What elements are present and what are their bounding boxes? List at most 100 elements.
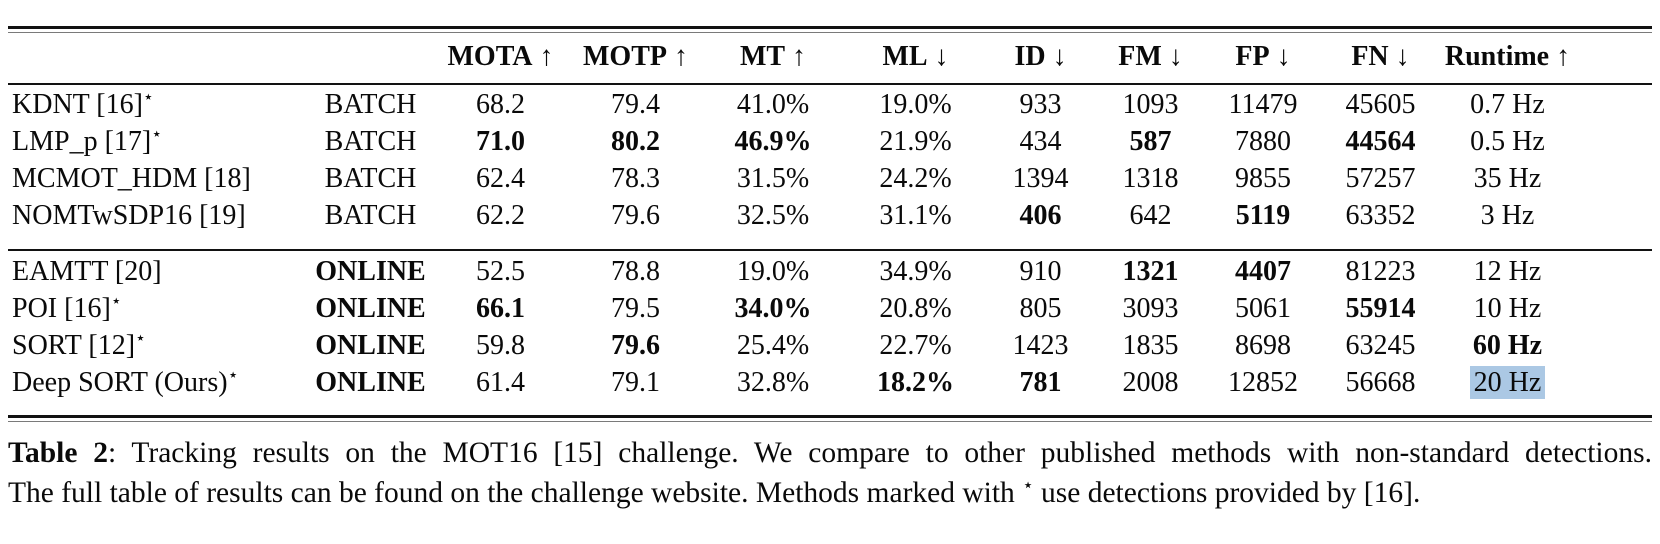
cell-fn: 81223 (1318, 250, 1443, 291)
selection-highlight: 20 Hz (1469, 366, 1546, 399)
arrow-down-icon: ↓ (927, 41, 949, 72)
cell-value: 3093 (1122, 293, 1179, 324)
cell-value: 79.6 (611, 200, 660, 231)
cell-value: 12852 (1228, 367, 1298, 398)
col-header-empty (8, 33, 308, 85)
cell-fp: 8698 (1208, 328, 1318, 365)
top-rule-thin (8, 31, 1652, 33)
cell-motp: 79.1 (568, 365, 703, 416)
cell-mt: 32.5% (703, 198, 843, 251)
cell-value: 1318 (1122, 163, 1179, 194)
cell-value: 44564 (1345, 126, 1416, 157)
cell-runtime: 0.5 Hz (1443, 124, 1652, 161)
caption-line-1: Table 2: Tracking results on the MOT16 [… (8, 433, 1652, 473)
cell-value: 41.0% (736, 89, 810, 120)
table-caption: Table 2: Tracking results on the MOT16 [… (8, 433, 1652, 513)
arrow-down-icon: ↓ (1388, 41, 1410, 72)
cell-value: 78.8 (611, 256, 660, 287)
cell-value: 11479 (1228, 89, 1298, 120)
cell-value: 1093 (1122, 89, 1179, 120)
table-row: EAMTT [20] ONLINE 52.5 78.8 19.0% 34.9% 910 132… (8, 250, 1652, 291)
cell-mota: 62.4 (433, 161, 568, 198)
cell-fn: 44564 (1318, 124, 1443, 161)
table-header: MOTA ↑ MOTP ↑ MT ↑ ML ↓ ID ↓ FM ↓ FP ↓ FN ↓ Runt… (8, 33, 1652, 85)
cell-mota: 62.2 (433, 198, 568, 251)
cell-id: 406 (988, 198, 1093, 251)
cell-value: 781 (1019, 367, 1062, 398)
caption-label: Table 2 (8, 437, 108, 469)
table-top-rule (8, 26, 1652, 33)
arrow-down-icon: ↓ (1269, 41, 1291, 72)
cell-value: 12 Hz (1473, 256, 1542, 287)
cell-value: 52.5 (476, 256, 525, 287)
cell-runtime: 12 Hz (1443, 250, 1652, 291)
caption-line-2: The full table of results can be found o… (8, 473, 1652, 513)
cell-fm: 1835 (1093, 328, 1208, 365)
col-header-mota: MOTA ↑ (433, 33, 568, 85)
cell-value: 66.1 (476, 293, 525, 324)
cell-value: 57257 (1345, 163, 1416, 194)
star-marker: ⋆ (135, 328, 146, 348)
cell-fm: 1318 (1093, 161, 1208, 198)
cell-value: 46.9% (734, 126, 812, 157)
cell-value: 63245 (1345, 330, 1416, 361)
cell-mota: 61.4 (433, 365, 568, 416)
cell-value: 80.2 (611, 126, 660, 157)
cell-motp: 78.8 (568, 250, 703, 291)
method-name: SORT [12]⋆ (12, 328, 146, 361)
cell-value: 56668 (1345, 367, 1416, 398)
cell-mota: 52.5 (433, 250, 568, 291)
mode-cell: ONLINE (315, 293, 426, 324)
cell-value: 55914 (1345, 293, 1416, 324)
cell-value: 68.2 (476, 89, 525, 120)
cell-value: 642 (1129, 200, 1172, 231)
cell-value: 406 (1019, 200, 1062, 231)
arrow-up-icon: ↑ (785, 41, 807, 72)
cell-value: 79.4 (611, 89, 660, 120)
col-header-ml: ML ↓ (843, 33, 988, 85)
method-name: Deep SORT (Ours)⋆ (12, 365, 239, 398)
cell-value: 25.4% (736, 330, 810, 361)
cell-value: 35 Hz (1473, 163, 1542, 194)
col-header-motp: MOTP ↑ (568, 33, 703, 85)
mode-cell: ONLINE (315, 256, 426, 287)
cell-ml: 34.9% (843, 250, 988, 291)
col-header-id: ID ↓ (988, 33, 1093, 85)
cell-value: 2008 (1122, 367, 1179, 398)
cell-value: 62.4 (476, 163, 525, 194)
cell-value: 79.5 (611, 293, 660, 324)
cell-motp: 79.5 (568, 291, 703, 328)
cell-id: 805 (988, 291, 1093, 328)
cell-value: 71.0 (476, 126, 525, 157)
cell-mt: 41.0% (703, 84, 843, 124)
mode-cell: BATCH (324, 126, 417, 157)
arrow-down-icon: ↓ (1161, 41, 1183, 72)
cell-motp: 79.6 (568, 198, 703, 251)
cell-motp: 79.6 (568, 328, 703, 365)
caption-text-3: use detections provided by [16]. (1033, 477, 1421, 509)
table-row: LMP_p [17]⋆ BATCH 71.0 80.2 46.9% 21.9% 434 587… (8, 124, 1652, 161)
col-header-mt: MT ↑ (703, 33, 843, 85)
header-row: MOTA ↑ MOTP ↑ MT ↑ ML ↓ ID ↓ FM ↓ FP ↓ FN ↓ Runt… (8, 33, 1652, 85)
cell-value: 434 (1019, 126, 1062, 157)
cell-fn: 57257 (1318, 161, 1443, 198)
cell-value: 933 (1019, 89, 1062, 120)
table-row: MCMOT_HDM [18] BATCH 62.4 78.3 31.5% 24.2% 139… (8, 161, 1652, 198)
method-name: NOMTwSDP16 [19] (12, 200, 246, 231)
col-header-empty (308, 33, 433, 85)
cell-fp: 5061 (1208, 291, 1318, 328)
cell-value: 81223 (1345, 256, 1416, 287)
cell-mt: 31.5% (703, 161, 843, 198)
caption-text-2: The full table of results can be found o… (8, 477, 1023, 509)
cell-value: 19.0% (879, 89, 952, 120)
cell-mt: 25.4% (703, 328, 843, 365)
cell-mt: 46.9% (703, 124, 843, 161)
cell-value: 62.2 (476, 200, 525, 231)
cell-motp: 80.2 (568, 124, 703, 161)
col-header-runtime: Runtime ↑ (1443, 33, 1652, 85)
cell-runtime: 20 Hz (1443, 365, 1652, 416)
cell-value: 79.1 (611, 367, 660, 398)
cell-fm: 2008 (1093, 365, 1208, 416)
cell-value: 8698 (1235, 330, 1291, 361)
